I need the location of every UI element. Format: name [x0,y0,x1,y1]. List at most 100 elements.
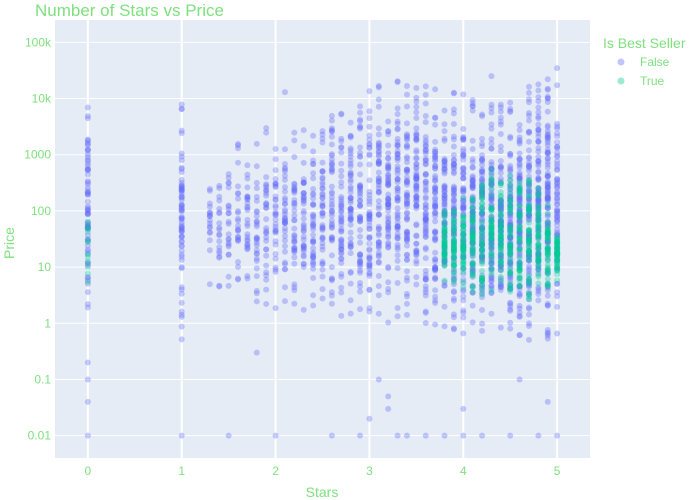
point-false [525,279,532,286]
point-false [525,195,532,202]
point-false [479,158,486,165]
point-false [469,253,476,260]
point-false [535,200,542,207]
point-false [385,197,392,204]
point-false [441,211,448,218]
point-false [347,280,354,287]
point-false [357,233,364,240]
point-true [544,248,551,255]
point-false [338,167,345,174]
point-false [488,310,495,317]
point-false [507,186,514,193]
point-false [394,151,401,158]
point-false [422,210,429,217]
point-false [253,223,260,230]
point-false [422,283,429,290]
point-false [554,210,561,217]
point-false [385,179,392,186]
point-false [441,282,448,289]
point-true [544,232,551,239]
point-false [281,168,288,175]
point-true [535,266,542,273]
point-false [525,99,532,106]
point-false [554,257,561,264]
point-false [319,175,326,182]
point-false [178,228,185,235]
point-true [507,268,514,275]
point-false [225,206,232,213]
point-false [450,297,457,304]
point-false [479,211,486,218]
point-false [366,262,373,269]
legend-item-false[interactable]: False [617,55,670,69]
point-false [441,207,448,214]
point-true [450,218,457,225]
point-false [338,173,345,180]
point-false [497,252,504,259]
point-false [338,227,345,234]
point-true [488,265,495,272]
point-false [272,432,279,439]
point-false [244,236,251,243]
point-false [347,199,354,206]
point-false [291,217,298,224]
point-true [441,252,448,259]
point-false [403,251,410,258]
point-true [535,184,542,191]
point-true [544,236,551,243]
point-true [507,280,514,287]
point-false [225,236,232,243]
point-true [488,229,495,236]
point-false [516,275,523,282]
point-false [394,432,401,439]
point-false [235,275,242,282]
point-false [535,126,542,133]
point-false [507,222,514,229]
point-false [432,258,439,265]
point-false [507,271,514,278]
point-false [328,151,335,158]
point-true [450,254,457,261]
point-false [328,159,335,166]
point-false [357,116,364,123]
point-false [216,209,223,216]
point-false [403,432,410,439]
point-false [469,247,476,254]
point-true [84,218,91,225]
point-false [281,218,288,225]
point-true [479,205,486,212]
point-true [497,258,504,265]
point-true [488,222,495,229]
point-false [216,210,223,217]
point-false [497,267,504,274]
point-false [516,211,523,218]
point-false [385,215,392,222]
point-false [375,175,382,182]
point-true [497,224,504,231]
point-false [441,188,448,195]
point-false [544,86,551,93]
point-true [544,251,551,258]
point-false [544,220,551,227]
point-false [432,236,439,243]
point-false [516,283,523,290]
point-true [554,257,561,264]
point-false [469,273,476,280]
point-false [394,78,401,85]
point-false [272,255,279,262]
point-false [554,123,561,130]
point-false [460,203,467,210]
point-false [84,179,91,186]
point-false [497,148,504,155]
point-false [84,203,91,210]
point-false [516,259,523,266]
point-false [403,311,410,318]
point-false [554,208,561,215]
point-false [206,220,213,227]
point-false [394,235,401,242]
legend-item-true[interactable]: True [617,74,665,88]
point-false [178,150,185,157]
point-false [291,239,298,246]
point-false [366,88,373,95]
point-false [535,205,542,212]
